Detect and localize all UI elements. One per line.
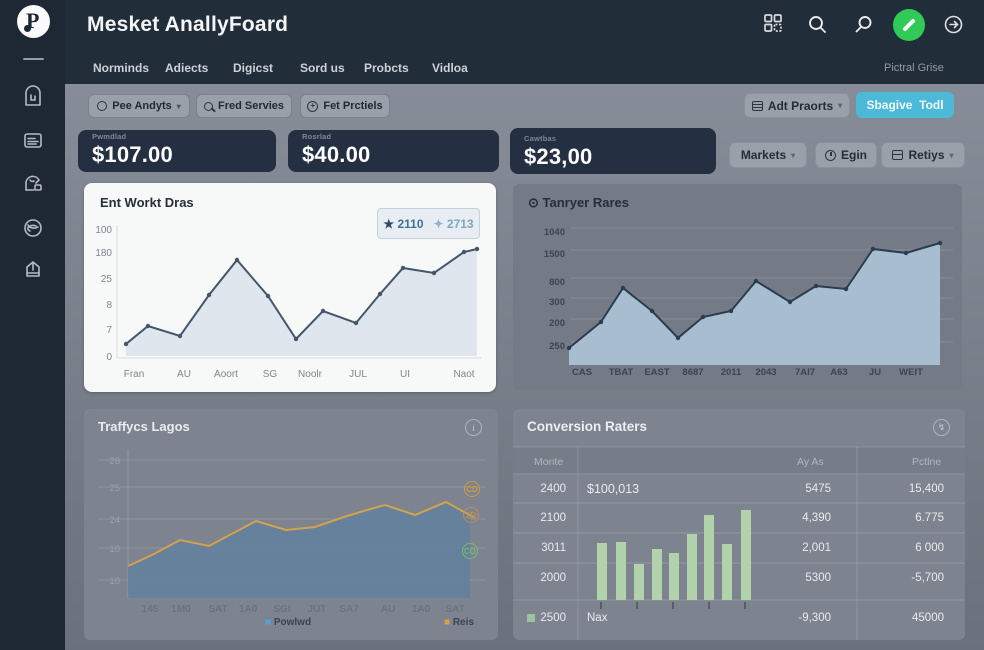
svg-text:Noolr: Noolr <box>298 369 323 380</box>
svg-text:-9,300: -9,300 <box>798 612 831 624</box>
svg-text:100: 100 <box>95 225 112 236</box>
svg-text:WEIT: WEIT <box>899 367 923 378</box>
svg-text:UI: UI <box>400 369 410 380</box>
svg-text:-5,700: -5,700 <box>911 572 944 584</box>
svg-text:250: 250 <box>549 341 565 352</box>
svg-text:SGI: SGI <box>273 604 290 615</box>
svg-text:6.775: 6.775 <box>915 512 944 524</box>
svg-text:7AI7: 7AI7 <box>795 367 815 378</box>
svg-text:SAT: SAT <box>445 604 464 615</box>
svg-text:300: 300 <box>549 297 565 308</box>
svg-text:28: 28 <box>109 456 120 467</box>
svg-text:AU: AU <box>381 604 395 615</box>
svg-text:8687: 8687 <box>682 367 703 378</box>
svg-text:JUL: JUL <box>349 369 367 380</box>
svg-text:CAS: CAS <box>572 367 592 378</box>
svg-text:1040: 1040 <box>544 227 565 238</box>
svg-text:Monte: Monte <box>534 456 563 468</box>
svg-text:25: 25 <box>109 483 120 494</box>
svg-text:1A0: 1A0 <box>412 604 431 615</box>
svg-text:2,001: 2,001 <box>802 542 831 554</box>
svg-text:Naot: Naot <box>453 369 474 380</box>
svg-text:1M0: 1M0 <box>171 604 191 615</box>
svg-text:24: 24 <box>109 515 120 526</box>
svg-text:SAT: SAT <box>208 604 227 615</box>
svg-text:Aoort: Aoort <box>214 369 238 380</box>
svg-text:15,400: 15,400 <box>909 483 944 495</box>
svg-text:EAST: EAST <box>644 367 670 378</box>
svg-text:10: 10 <box>109 544 120 555</box>
svg-text:10: 10 <box>109 576 120 587</box>
svg-text:3011: 3011 <box>541 542 566 554</box>
svg-text:8: 8 <box>106 300 112 311</box>
svg-text:200: 200 <box>549 318 565 329</box>
svg-text:JU: JU <box>869 367 881 378</box>
svg-text:$100,013: $100,013 <box>587 482 639 496</box>
svg-text:TBAT: TBAT <box>609 367 634 378</box>
svg-text:2043: 2043 <box>755 367 776 378</box>
svg-text:AU: AU <box>177 369 191 380</box>
svg-text:5300: 5300 <box>805 572 831 584</box>
svg-text:Nax: Nax <box>587 612 608 624</box>
svg-text:6 000: 6 000 <box>915 542 944 554</box>
svg-text:2100: 2100 <box>540 512 566 524</box>
svg-text:25: 25 <box>101 274 113 285</box>
svg-text:5475: 5475 <box>805 483 831 495</box>
svg-text:SG: SG <box>263 369 278 380</box>
svg-text:180: 180 <box>95 248 112 259</box>
svg-text:2000: 2000 <box>540 572 566 584</box>
svg-text:SA7: SA7 <box>339 604 359 615</box>
svg-text:2400: 2400 <box>540 483 566 495</box>
svg-text:Ay As: Ay As <box>797 456 824 468</box>
svg-text:7: 7 <box>106 325 112 336</box>
svg-text:Fran: Fran <box>124 369 145 380</box>
svg-text:2500: 2500 <box>540 612 566 624</box>
svg-text:1500: 1500 <box>544 249 565 260</box>
svg-text:1A0: 1A0 <box>239 604 258 615</box>
svg-text:45000: 45000 <box>912 612 944 624</box>
svg-text:2011: 2011 <box>721 367 742 378</box>
svg-text:4,390: 4,390 <box>802 512 831 524</box>
svg-text:Pctlne: Pctlne <box>912 456 941 468</box>
svg-text:A63: A63 <box>830 367 847 378</box>
svg-text:JUT: JUT <box>308 604 327 615</box>
svg-text:800: 800 <box>549 277 565 288</box>
svg-text:145: 145 <box>142 604 159 615</box>
svg-text:0: 0 <box>106 352 112 363</box>
